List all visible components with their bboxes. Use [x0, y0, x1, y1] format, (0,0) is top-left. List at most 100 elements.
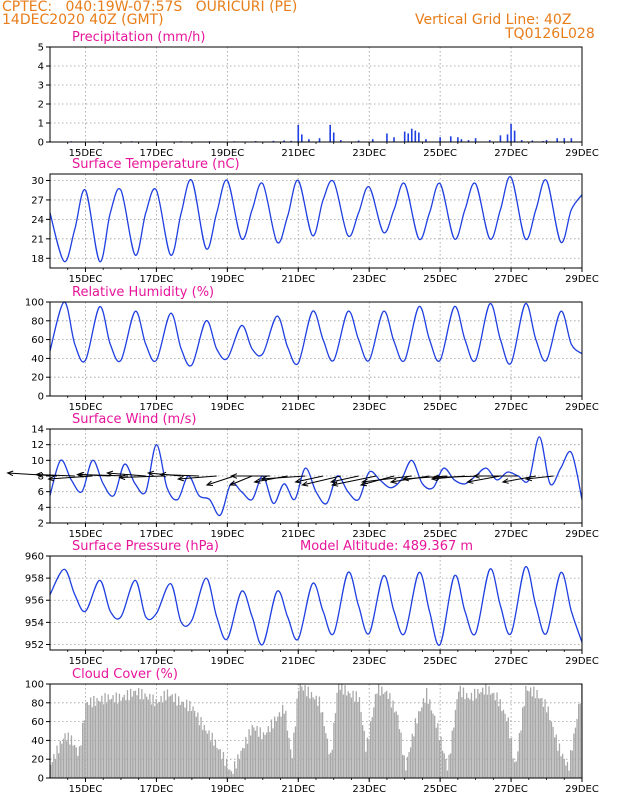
cloud-bar [144, 693, 146, 778]
x-tick-label: 25DEC [423, 656, 457, 667]
y-tick-label: 10 [31, 456, 44, 467]
cloud-bar [126, 690, 129, 778]
cloud-bar [96, 698, 98, 778]
panel-frame [49, 46, 583, 143]
cloud-bar [546, 712, 548, 778]
y-tick-label: 60 [31, 335, 44, 346]
cloud-bar [157, 703, 159, 778]
cloud-bar [296, 698, 298, 778]
wind-arrowhead [159, 471, 167, 478]
panel-title: Surface Pressure (hPa) [72, 539, 219, 554]
cloud-bar [486, 694, 489, 778]
cloud-bar [434, 715, 436, 778]
panel-temp: 18 21 24 27 30 15DEC 17DEC 19DEC 21DEC 23DEC 25DEC… [31, 157, 599, 285]
press-line [49, 566, 583, 646]
cloud-bar [61, 743, 63, 778]
wind-vector [160, 474, 199, 477]
cloud-bar [299, 684, 301, 778]
cloud-bar [381, 686, 383, 778]
cloud-bar [277, 716, 279, 778]
cloud-bar [342, 694, 345, 778]
cloud-bar [389, 693, 391, 778]
cloud-bar [179, 704, 181, 778]
cloud-bar [550, 721, 553, 778]
cloud-bar [576, 719, 578, 778]
cloud-bar [194, 710, 196, 778]
cloud-bar [206, 733, 209, 778]
wind-vector [206, 475, 235, 486]
wind-arrowhead [228, 480, 237, 486]
wind-arrowhead [35, 471, 43, 478]
cloud-bar [107, 694, 109, 778]
x-tick-label: 27DEC [494, 656, 528, 667]
cloud-bar [363, 730, 365, 778]
cloud-bar [326, 738, 329, 778]
cloud-bar [314, 699, 316, 778]
cloud-bar [330, 752, 332, 778]
cloud-bar [78, 746, 81, 778]
wind-arrowhead [118, 474, 126, 481]
cloud-bar [341, 684, 343, 778]
x-tick-label: 19DEC [210, 529, 244, 540]
cloud-bar [565, 765, 567, 778]
cloud-bar [371, 717, 373, 778]
cloud-bar [378, 684, 380, 778]
y-tick-label: 2 [38, 519, 44, 530]
cloud-bar [302, 690, 305, 778]
cloud-bar [74, 745, 76, 778]
x-tick-label: 17DEC [140, 784, 174, 795]
wind-arrowhead [260, 475, 268, 482]
cloud-bar [578, 704, 580, 778]
x-tick-label: 29DEC [565, 274, 599, 285]
wind-arrowhead [360, 478, 369, 485]
wind-arrowhead [146, 470, 155, 477]
cloud-bar [392, 700, 394, 778]
x-tick-label: 23DEC [352, 656, 386, 667]
cloud-bar [94, 705, 97, 778]
cloud-bar [136, 695, 138, 778]
cloud-bar [349, 693, 351, 778]
cloud-bar [141, 688, 143, 778]
cloud-bar [448, 754, 450, 778]
cloud-bar [130, 688, 132, 778]
cloud-bar [462, 687, 465, 778]
cloud-bar [230, 771, 233, 778]
wind-arrowhead [431, 474, 439, 481]
cloud-bar [253, 727, 255, 778]
cloud-bar [504, 713, 506, 778]
cloud-bar [491, 693, 493, 778]
temp-line [49, 176, 583, 263]
precip-bar [545, 140, 548, 142]
panel-title: Surface Wind (m/s) [72, 412, 196, 427]
cloud-bar [403, 755, 405, 778]
precip-bar [439, 137, 441, 142]
y-tick-label: 0 [38, 138, 44, 149]
cloud-bar [397, 714, 399, 778]
cloud-bar [499, 699, 501, 778]
panel-title: Precipitation (mm/h) [72, 30, 205, 45]
cloud-bar [566, 761, 569, 778]
cloud-bar [430, 710, 433, 778]
panel-title: Relative Humidity (%) [72, 285, 214, 300]
cloud-bar [128, 700, 130, 778]
x-tick-label: 23DEC [352, 784, 386, 795]
y-tick-label: 100 [25, 680, 44, 691]
cloud-bar [334, 713, 337, 778]
cloud-bar [88, 705, 90, 778]
cloud-bar [523, 706, 525, 778]
precip-bar [386, 133, 388, 142]
precip-bar [488, 140, 491, 142]
cloud-bar [85, 702, 87, 778]
cloud-bar [331, 749, 333, 778]
cloud-bar [182, 701, 185, 778]
cloud-bar [494, 700, 497, 778]
cloud-bar [426, 687, 428, 778]
cloud-bar [558, 743, 561, 778]
cloud-bar [346, 695, 348, 778]
cloud-bar [117, 703, 119, 778]
x-tick-label: 25DEC [423, 402, 457, 413]
cloud-bar [354, 701, 356, 778]
cloud-bar [402, 754, 404, 778]
x-tick-label: 15DEC [69, 784, 103, 795]
cloud-bar [75, 747, 77, 778]
